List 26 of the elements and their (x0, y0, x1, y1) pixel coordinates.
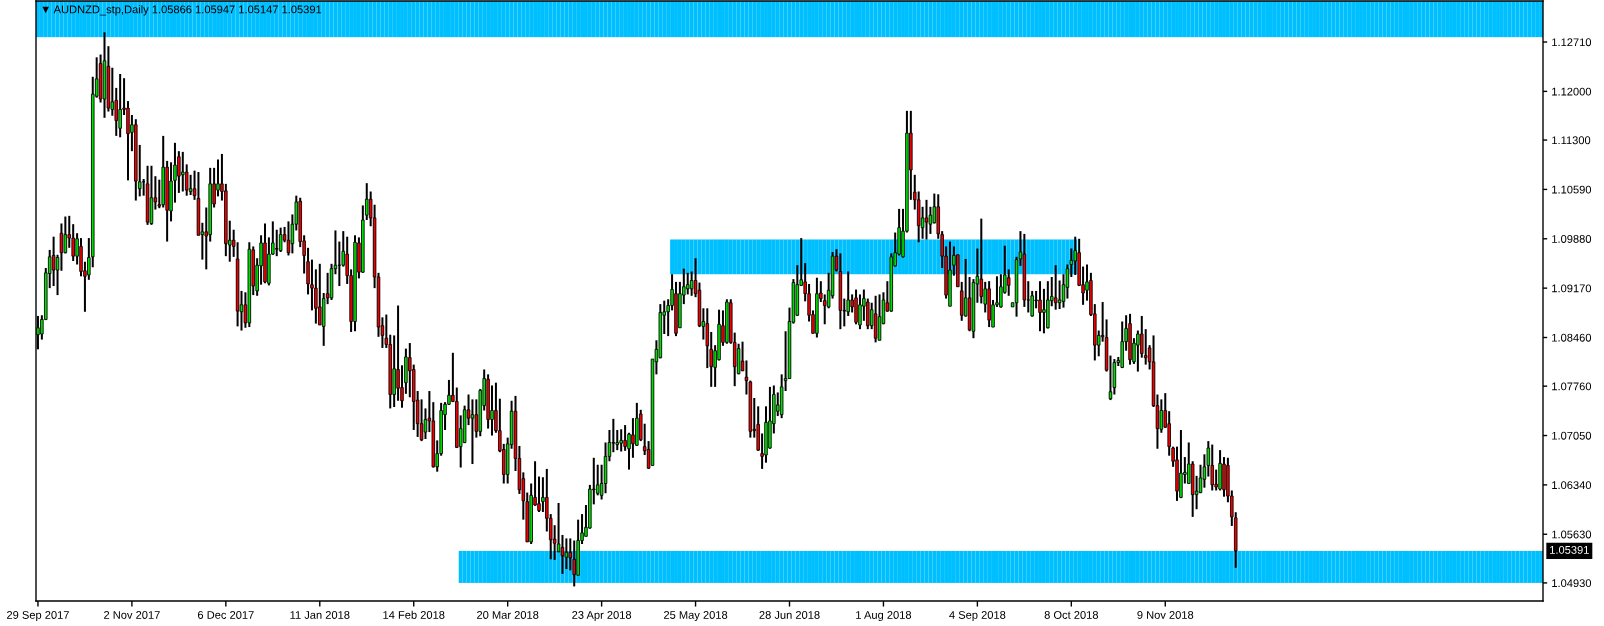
y-tick-label: 1.09170 (1552, 284, 1592, 293)
x-tick-label: 20 Mar 2018 (477, 611, 539, 619)
x-tick-label: 4 Sep 2018 (949, 611, 1006, 622)
y-tick-label: 1.09880 (1552, 235, 1592, 243)
x-tick-label: 29 Sep 2017 (7, 611, 69, 622)
x-tick-label: 2 Nov 2017 (104, 611, 160, 619)
y-tick-label: 1.04930 (1552, 579, 1592, 588)
y-tick-label: 1.11300 (1552, 136, 1591, 145)
y-tick-label: 1.12710 (1552, 38, 1592, 47)
x-tick-label: 14 Feb 2018 (383, 610, 445, 619)
x-tick-label: 28 Jun 2018 (759, 611, 820, 619)
x-tick-label: 8 Oct 2018 (1044, 611, 1099, 619)
x-tick-label: 6 Dec 2017 (197, 611, 254, 619)
y-tick-label: 1.12000 (1552, 87, 1592, 96)
x-tick-label: 25 May 2018 (664, 611, 728, 622)
text: 1.05391 (1550, 545, 1589, 554)
x-tick-label: 11 Jan 2018 (290, 611, 350, 619)
y-tick-label: 1.07760 (1552, 382, 1592, 391)
x-tick-label: 23 Apr 2018 (572, 611, 632, 622)
x-tick-label: 9 Nov 2018 (1137, 611, 1194, 619)
y-tick-label: 1.10590 (1552, 185, 1592, 194)
x-tick-label: 1 Aug 2018 (856, 611, 912, 622)
y-tick-label: 1.08460 (1552, 333, 1592, 342)
y-tick-label: 1.07050 (1552, 431, 1592, 440)
y-tick-label: 1.06340 (1552, 481, 1592, 490)
y-tick-label: 1.05630 (1552, 530, 1592, 539)
